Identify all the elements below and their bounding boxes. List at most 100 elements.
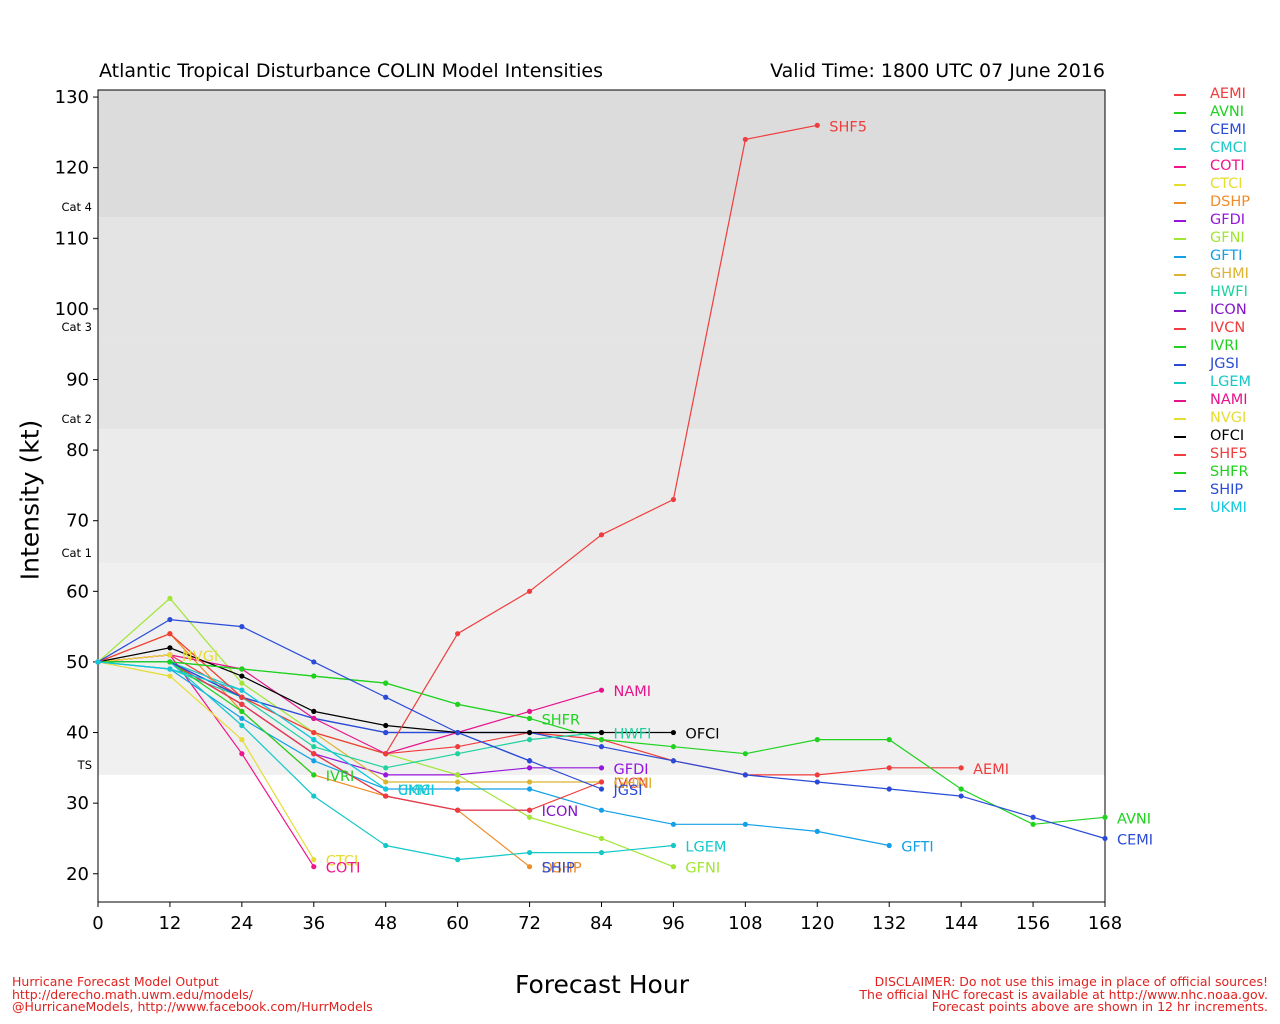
legend: AEMI AVNI CEMI CMCI COTI CTCI DSHP GFDI GFNI GFTI… bbox=[1172, 86, 1272, 518]
series-point bbox=[383, 680, 389, 686]
series-end-label: GFNI bbox=[685, 861, 720, 877]
series-point bbox=[670, 729, 677, 736]
series-point bbox=[239, 666, 245, 672]
legend-item-ship: SHIP bbox=[1172, 482, 1272, 500]
series-end-label: DSHP bbox=[542, 861, 582, 877]
series-point bbox=[167, 666, 173, 672]
series-point bbox=[311, 864, 317, 870]
series-point bbox=[311, 659, 317, 665]
series-point bbox=[455, 744, 461, 750]
series-point bbox=[311, 758, 317, 764]
series-point bbox=[1102, 835, 1108, 842]
legend-item-coti: COTI bbox=[1172, 158, 1272, 176]
legend-label: CEMI bbox=[1210, 122, 1247, 138]
series-line-gfti bbox=[97, 661, 890, 847]
legend-label: GHMI bbox=[1210, 266, 1249, 282]
x-tick-label: 132 bbox=[872, 913, 906, 934]
series-point bbox=[239, 624, 245, 630]
series-point bbox=[742, 821, 748, 827]
category-label: Cat 3 bbox=[61, 320, 92, 334]
series-point bbox=[598, 786, 605, 792]
footer-credits: Hurricane Forecast Model Output http://d… bbox=[12, 974, 373, 1014]
series-point bbox=[239, 708, 245, 714]
series-point bbox=[311, 772, 317, 778]
series-point bbox=[167, 631, 173, 637]
series-end-label: ICON bbox=[542, 804, 579, 820]
x-tick-label: 120 bbox=[800, 913, 834, 934]
footer-credit-line[interactable]: @HurricaneModels, http://www.facebook.co… bbox=[12, 999, 373, 1014]
category-label: TS bbox=[77, 758, 92, 772]
series-point bbox=[598, 765, 605, 771]
series-point bbox=[814, 772, 820, 778]
series-end-label: SHF5 bbox=[829, 119, 867, 135]
series-point bbox=[526, 814, 533, 820]
category-label: Cat 1 bbox=[61, 546, 92, 560]
x-tick-label: 156 bbox=[1016, 913, 1050, 934]
category-band bbox=[98, 217, 1105, 338]
valid-time: Valid Time: 1800 UTC 07 June 2016 bbox=[770, 60, 1105, 82]
series-point bbox=[526, 708, 533, 714]
legend-swatch bbox=[1174, 292, 1186, 294]
legend-item-ghmi: GHMI bbox=[1172, 266, 1272, 284]
legend-item-ivcn: IVCN bbox=[1172, 320, 1272, 338]
series-point bbox=[455, 772, 461, 778]
legend-swatch bbox=[1174, 130, 1186, 132]
series-point bbox=[239, 694, 245, 700]
series-point bbox=[383, 729, 389, 736]
series-point bbox=[886, 842, 892, 849]
legend-item-ivri: IVRI bbox=[1172, 338, 1272, 356]
y-tick-label: 110 bbox=[55, 228, 89, 249]
series-line-nvgi bbox=[97, 654, 170, 663]
legend-swatch bbox=[1174, 454, 1186, 456]
series-end-label: GFDI bbox=[614, 762, 649, 778]
series-point bbox=[455, 701, 461, 707]
series-point bbox=[167, 595, 173, 601]
series-point bbox=[239, 751, 245, 757]
legend-item-gfti: GFTI bbox=[1172, 248, 1272, 266]
series-point bbox=[455, 857, 461, 863]
series-end-label: LGEM bbox=[685, 840, 726, 856]
legend-item-icon: ICON bbox=[1172, 302, 1272, 320]
series-point bbox=[311, 673, 317, 679]
series-end-label: JGSI bbox=[613, 783, 643, 799]
series-point bbox=[598, 687, 605, 693]
y-tick-label: 50 bbox=[66, 652, 89, 673]
series-point bbox=[814, 122, 820, 128]
legend-label: SHFR bbox=[1210, 464, 1249, 480]
disclaimer-line: The official NHC forecast is available a… bbox=[859, 986, 1268, 1002]
series-point bbox=[383, 793, 389, 799]
series-point bbox=[526, 729, 533, 736]
legend-label: HWFI bbox=[1210, 284, 1248, 300]
series-point bbox=[526, 786, 533, 792]
series-point bbox=[886, 786, 892, 792]
series-point bbox=[239, 673, 245, 679]
series-point bbox=[526, 765, 533, 771]
footer-credit-line[interactable]: http://derecho.math.uwm.edu/models/ bbox=[12, 986, 254, 1002]
series-point bbox=[598, 729, 605, 736]
legend-item-nami: NAMI bbox=[1172, 392, 1272, 410]
series-point bbox=[526, 715, 533, 722]
legend-swatch bbox=[1174, 256, 1186, 258]
series-end-label: AEMI bbox=[973, 762, 1009, 778]
series-end-label: SHIP bbox=[542, 861, 575, 877]
series-point bbox=[167, 616, 173, 623]
series-point bbox=[311, 737, 317, 743]
legend-swatch bbox=[1174, 274, 1186, 276]
series-point bbox=[311, 751, 317, 757]
footer-credit-line: Hurricane Forecast Model Output bbox=[12, 974, 219, 989]
legend-label: JGSI bbox=[1210, 356, 1239, 372]
series-point bbox=[167, 652, 173, 658]
legend-swatch bbox=[1174, 166, 1186, 168]
x-tick-label: 24 bbox=[230, 913, 253, 934]
legend-swatch bbox=[1174, 310, 1186, 312]
legend-swatch bbox=[1174, 508, 1186, 510]
series-point bbox=[526, 864, 533, 870]
legend-label: NAMI bbox=[1210, 392, 1248, 408]
legend-label: SHF5 bbox=[1210, 446, 1248, 462]
series-point bbox=[95, 659, 101, 665]
series-point bbox=[383, 786, 389, 792]
series-end-label: AVNI bbox=[1117, 811, 1151, 827]
series-point bbox=[598, 744, 605, 750]
series-point bbox=[526, 779, 533, 785]
